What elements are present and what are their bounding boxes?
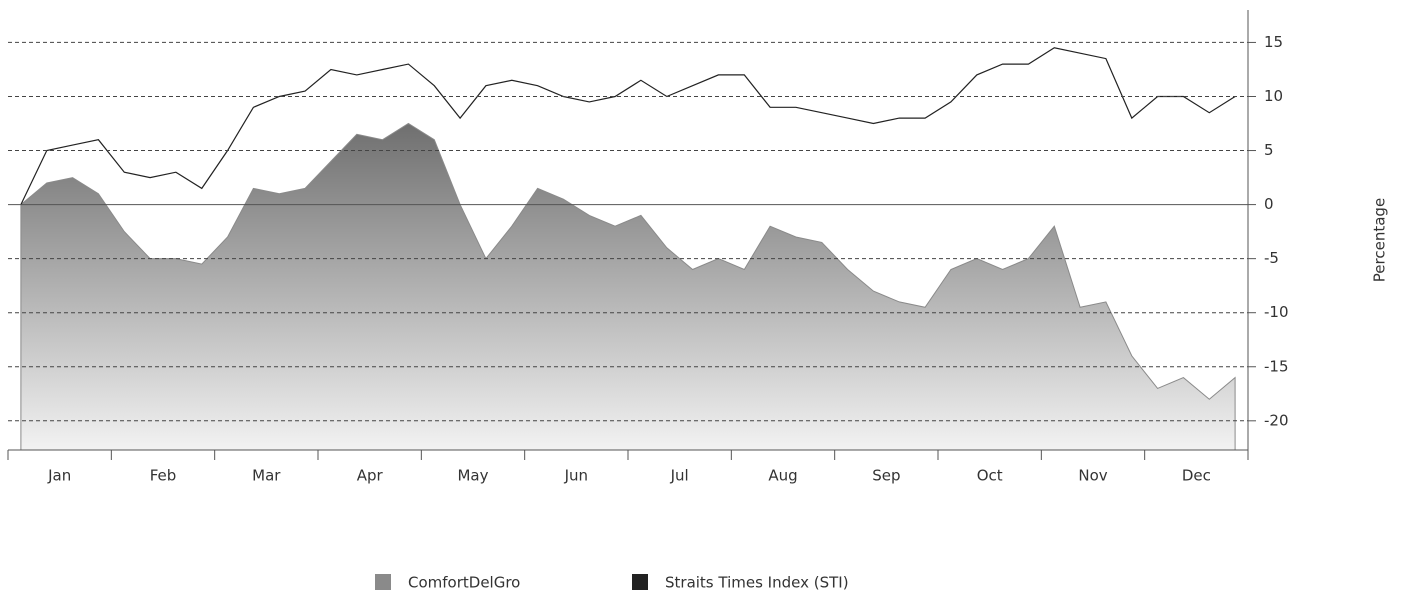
x-tick-label: Dec — [1182, 467, 1211, 485]
x-tick-label: Mar — [252, 467, 281, 485]
legend-swatch — [375, 574, 391, 590]
x-tick-label: May — [457, 467, 488, 485]
y-tick-label: -10 — [1264, 303, 1289, 321]
line — [20, 47, 1236, 205]
legend-swatch — [632, 574, 648, 590]
legend-label: ComfortDelGro — [408, 574, 520, 592]
x-tick-label: Jan — [47, 467, 71, 485]
x-tick-label: Feb — [150, 467, 177, 485]
y-tick-label: -15 — [1264, 357, 1289, 375]
y-tick-label: -20 — [1264, 411, 1289, 429]
x-tick-label: Apr — [357, 467, 384, 485]
y-tick-label: 15 — [1264, 33, 1283, 51]
x-tick-label: Jul — [670, 467, 689, 485]
y-tick-label: 5 — [1264, 141, 1274, 159]
y-axis-label: Percentage — [1371, 198, 1389, 282]
area — [20, 122, 1236, 451]
y-tick-label: 10 — [1264, 87, 1283, 105]
x-tick-label: Nov — [1078, 467, 1107, 485]
legend-label: Straits Times Index (STI) — [665, 574, 849, 592]
x-tick-label: Oct — [977, 467, 1003, 485]
x-tick-label: Aug — [768, 467, 797, 485]
x-tick-label: Sep — [872, 467, 900, 485]
y-tick-label: -5 — [1264, 249, 1279, 267]
x-tick-label: Jun — [564, 467, 588, 485]
y-tick-label: 0 — [1264, 195, 1274, 213]
